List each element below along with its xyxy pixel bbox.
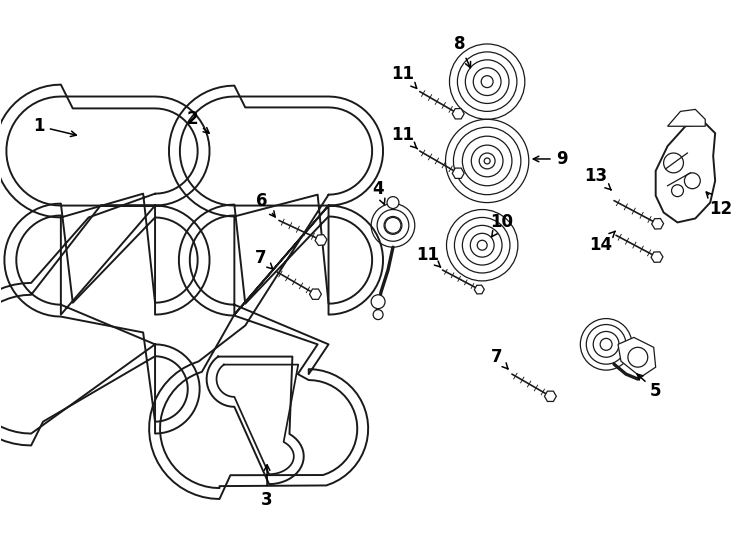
Text: 11: 11 — [391, 126, 418, 149]
Text: 14: 14 — [589, 231, 615, 254]
Text: 3: 3 — [261, 465, 273, 509]
Text: 10: 10 — [490, 213, 514, 237]
Text: 6: 6 — [256, 192, 275, 217]
Polygon shape — [545, 391, 556, 401]
Text: 9: 9 — [534, 150, 567, 168]
Text: 2: 2 — [187, 110, 209, 133]
Text: 7: 7 — [255, 249, 273, 269]
Text: 7: 7 — [491, 348, 508, 369]
Text: 1: 1 — [33, 117, 76, 137]
Polygon shape — [652, 219, 664, 229]
Circle shape — [373, 309, 383, 320]
Circle shape — [371, 295, 385, 309]
Text: 8: 8 — [454, 35, 470, 68]
Circle shape — [387, 197, 399, 208]
Polygon shape — [655, 123, 715, 222]
Polygon shape — [452, 168, 464, 178]
Text: 12: 12 — [706, 192, 733, 218]
Polygon shape — [452, 109, 464, 119]
Text: 11: 11 — [416, 246, 440, 267]
Polygon shape — [618, 338, 655, 377]
Polygon shape — [668, 110, 705, 126]
Text: 13: 13 — [585, 167, 611, 190]
Polygon shape — [474, 285, 484, 294]
Text: 5: 5 — [637, 374, 661, 400]
Polygon shape — [315, 235, 327, 246]
Polygon shape — [310, 289, 321, 299]
Text: 11: 11 — [391, 65, 417, 89]
Polygon shape — [651, 252, 663, 262]
Circle shape — [385, 218, 401, 233]
Text: 4: 4 — [372, 180, 385, 204]
